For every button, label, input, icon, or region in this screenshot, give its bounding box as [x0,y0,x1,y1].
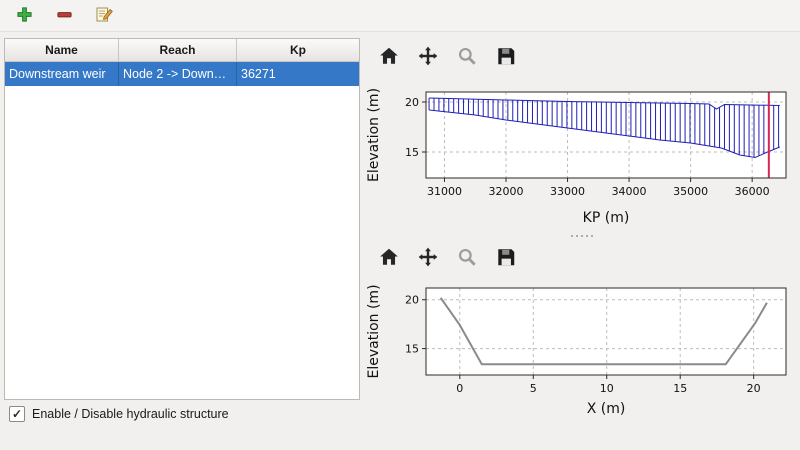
structures-table: Name Reach Kp Downstream weir Node 2 -> … [4,38,360,400]
cell-name: Downstream weir [5,62,119,86]
svg-text:Elevation (m): Elevation (m) [366,284,382,378]
cross-section-plot-toolbar [364,240,800,276]
cell-reach: Node 2 -> Down… [119,62,237,86]
minus-icon [56,6,73,26]
pan-button[interactable] [415,44,441,70]
svg-text:15: 15 [673,382,687,395]
table-row[interactable]: Downstream weir Node 2 -> Down… 36271 [5,62,359,86]
home-icon [378,45,400,70]
enable-structure-checkbox[interactable]: ✓ Enable / Disable hydraulic structure [9,406,229,422]
svg-text:31000: 31000 [427,185,462,198]
save-button[interactable] [493,44,519,70]
svg-text:Elevation (m): Elevation (m) [366,88,382,182]
remove-structure-button[interactable] [52,4,76,28]
check-icon: ✓ [11,407,23,421]
svg-text:0: 0 [456,382,463,395]
add-structure-button[interactable] [12,4,36,28]
svg-text:34000: 34000 [612,185,647,198]
home-button[interactable] [376,44,402,70]
cell-kp: 36271 [241,67,276,81]
save-icon [495,45,517,70]
home-icon [378,246,400,271]
svg-text:15: 15 [405,343,419,356]
table-header: Name Reach Kp [5,39,359,62]
svg-text:5: 5 [530,382,537,395]
svg-text:32000: 32000 [489,185,524,198]
edit-icon [95,5,113,26]
svg-text:33000: 33000 [550,185,585,198]
splitter-handle[interactable] [364,231,800,240]
zoom-icon [456,246,478,271]
svg-text:X (m): X (m) [587,401,626,417]
zoom-icon [456,45,478,70]
column-header-kp[interactable]: Kp [290,43,306,57]
save-icon [495,246,517,271]
plus-icon [16,6,33,26]
profile-plot-panel: 31000 32000 33000 34000 35000 36000 15 20 KP (m)… [364,38,800,231]
svg-text:35000: 35000 [673,185,708,198]
pan-icon [417,45,439,70]
svg-text:20: 20 [405,96,419,109]
zoom-button[interactable] [454,44,480,70]
svg-text:20: 20 [747,382,761,395]
cross-section-plot-panel: 0 5 10 15 20 15 20 X (m) Elevation (m) [364,240,800,422]
plots-column: 31000 32000 33000 34000 35000 36000 15 20 KP (m)… [364,38,800,422]
zoom-button[interactable] [454,245,480,271]
svg-text:KP (m): KP (m) [583,210,630,226]
svg-text:15: 15 [405,146,419,159]
profile-plot-toolbar [364,38,800,76]
checkbox-box[interactable]: ✓ [9,406,25,422]
svg-text:36000: 36000 [735,185,770,198]
column-header-reach[interactable]: Reach [119,39,237,61]
pan-button[interactable] [415,245,441,271]
edit-structure-button[interactable] [92,4,116,28]
longitudinal-profile-chart: 31000 32000 33000 34000 35000 36000 15 20 KP (m)… [366,88,787,226]
column-header-name[interactable]: Name [5,39,119,61]
svg-text:20: 20 [405,294,419,307]
pan-icon [417,246,439,271]
home-button[interactable] [376,245,402,271]
cross-section-chart: 0 5 10 15 20 15 20 X (m) Elevation (m) [366,284,787,417]
svg-text:10: 10 [600,382,614,395]
save-button[interactable] [493,245,519,271]
checkbox-label: Enable / Disable hydraulic structure [32,407,229,421]
structure-toolbar [0,0,800,32]
